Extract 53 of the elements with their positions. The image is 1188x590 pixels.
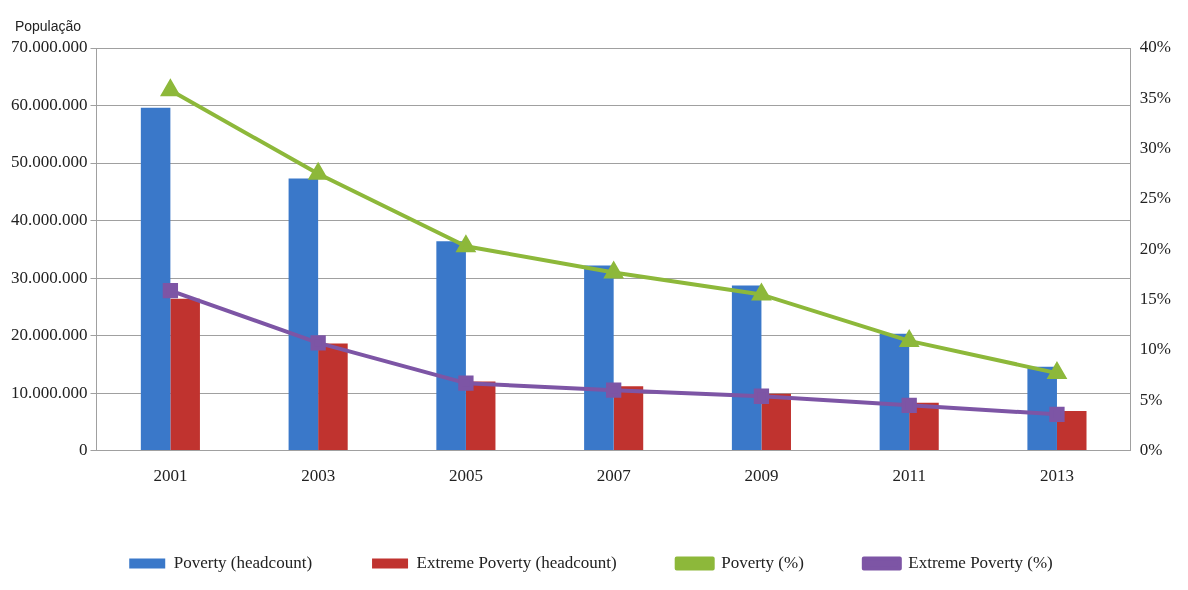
point <box>900 330 919 347</box>
y2-tick-label: 0% <box>1139 440 1163 460</box>
x-tick-label: 2001 <box>153 466 188 486</box>
bar <box>465 381 496 451</box>
y2-tick-label: 35% <box>1139 87 1172 107</box>
bar <box>761 393 791 451</box>
x-tick-label: 2005 <box>448 466 483 486</box>
point <box>307 161 328 180</box>
y2-tick-label: 25% <box>1139 188 1172 208</box>
point <box>1048 363 1066 380</box>
bar <box>1056 410 1087 451</box>
bar <box>288 178 319 451</box>
x-tick-label: 2003 <box>301 466 336 486</box>
y2-tick-label: 5% <box>1139 389 1163 409</box>
y-tick-label: 10.000.000 <box>11 382 88 402</box>
legend-label: Extreme Poverty (headcount) <box>416 552 617 572</box>
y2-tick-label: 40% <box>1139 37 1172 57</box>
bar <box>436 241 466 451</box>
y-tick-label: 50.000.000 <box>11 152 88 172</box>
point <box>751 282 772 301</box>
x-tick-label: 2007 <box>596 466 632 486</box>
legend-label: Extreme Poverty (%) <box>908 552 1053 572</box>
legend-label: Poverty (%) <box>721 552 804 572</box>
point <box>458 375 474 391</box>
x-tick-label: 2011 <box>892 466 926 486</box>
bar <box>584 265 614 451</box>
bar <box>140 107 171 451</box>
y-axis-title: População <box>14 17 82 34</box>
point <box>310 335 326 351</box>
bar <box>170 298 200 451</box>
point <box>604 262 623 279</box>
y2-tick-label: 30% <box>1139 138 1172 158</box>
y-tick-label: 0 <box>79 440 88 460</box>
x-tick-label: 2013 <box>1039 466 1074 486</box>
y2-tick-label: 20% <box>1139 238 1172 258</box>
point <box>456 236 475 253</box>
bar <box>731 285 762 451</box>
x-tick-label: 2009 <box>744 466 779 486</box>
y2-tick-label: 15% <box>1139 289 1172 309</box>
bar <box>318 343 348 451</box>
point <box>901 397 917 413</box>
y-tick-label: 40.000.000 <box>11 210 88 230</box>
point <box>1049 406 1065 423</box>
point <box>606 382 622 398</box>
y-tick-label: 20.000.000 <box>11 325 88 345</box>
y-tick-label: 60.000.000 <box>11 94 88 114</box>
y2-tick-label: 10% <box>1139 339 1172 359</box>
point <box>161 80 180 97</box>
point <box>753 388 770 404</box>
legend-label: Poverty (headcount) <box>173 552 313 572</box>
point <box>162 282 179 299</box>
y-tick-label: 70.000.000 <box>11 37 88 57</box>
y-tick-label: 30.000.000 <box>11 267 88 287</box>
